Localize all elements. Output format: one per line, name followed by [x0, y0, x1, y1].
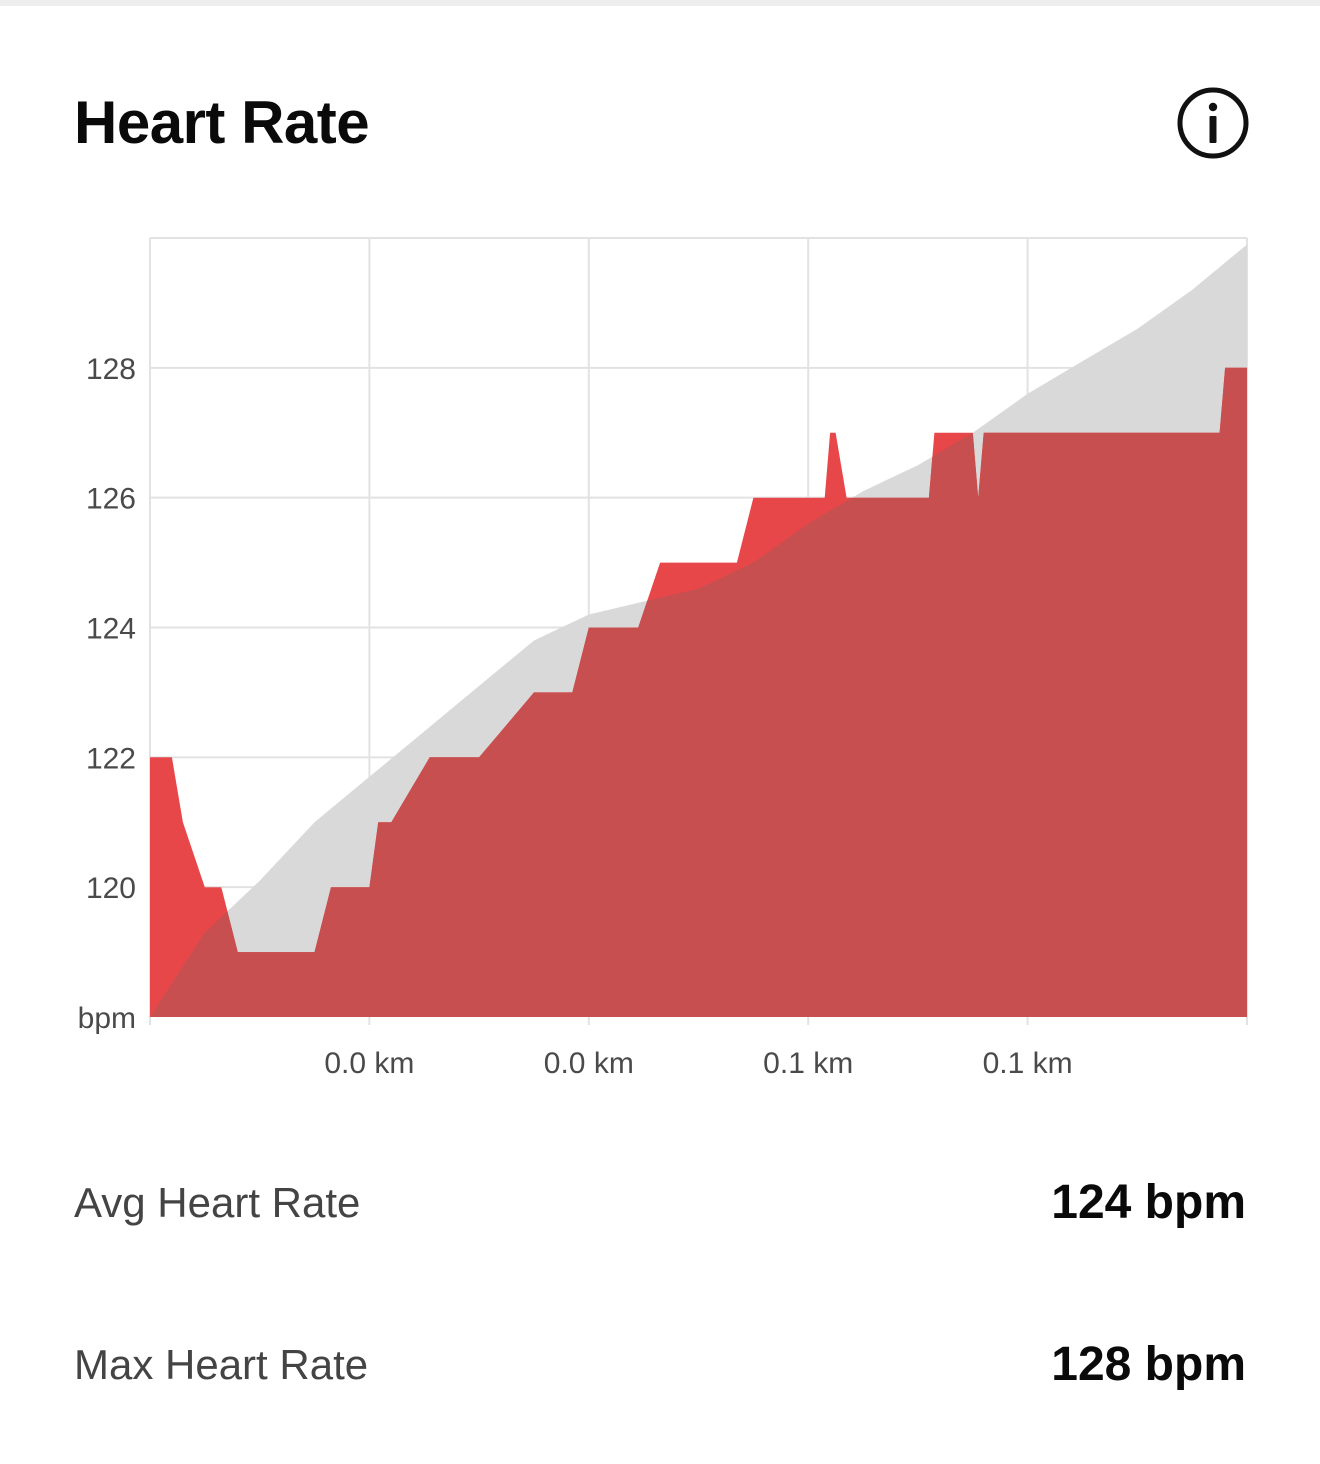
x-tick-label: 0.1 km: [983, 1047, 1073, 1080]
heart-rate-chart-svg: 128 126 124 122 120 bpm 0.0 km 0.0 km 0.1 km 0.1 …: [78, 237, 1248, 1080]
stat-value: 124 bpm: [1051, 1176, 1246, 1229]
stat-value: 128 bpm: [1051, 1338, 1246, 1391]
stat-label: Max Heart Rate: [74, 1341, 369, 1388]
x-tick-label: 0.1 km: [763, 1047, 853, 1080]
heart-rate-area: [150, 367, 1247, 1017]
stat-label: Avg Heart Rate: [74, 1179, 361, 1226]
page-title: Heart Rate: [74, 89, 370, 156]
info-button[interactable]: [1176, 86, 1250, 160]
x-tick-label: 0.0 km: [544, 1047, 634, 1080]
y-tick-label: 120: [86, 872, 136, 905]
stat-row-avg-heart-rate: Avg Heart Rate 124 bpm: [74, 1140, 1246, 1302]
y-axis-unit-label: bpm: [78, 1002, 136, 1035]
y-tick-label: 126: [86, 483, 136, 516]
card-header: Heart Rate: [74, 82, 1250, 162]
y-tick-label: 122: [86, 742, 136, 775]
info-circle-icon: [1177, 87, 1249, 159]
top-divider: [0, 0, 1320, 6]
stat-row-max-heart-rate: Max Heart Rate 128 bpm: [74, 1302, 1246, 1464]
y-tick-label: 128: [86, 353, 136, 386]
y-tick-label: 124: [86, 613, 136, 646]
stats-list: Avg Heart Rate 124 bpm Max Heart Rate 12…: [74, 1140, 1246, 1464]
x-tick-label: 0.0 km: [324, 1047, 414, 1080]
heart-rate-chart: 128 126 124 122 120 bpm 0.0 km 0.0 km 0.1 km 0.1 …: [0, 220, 1320, 1100]
